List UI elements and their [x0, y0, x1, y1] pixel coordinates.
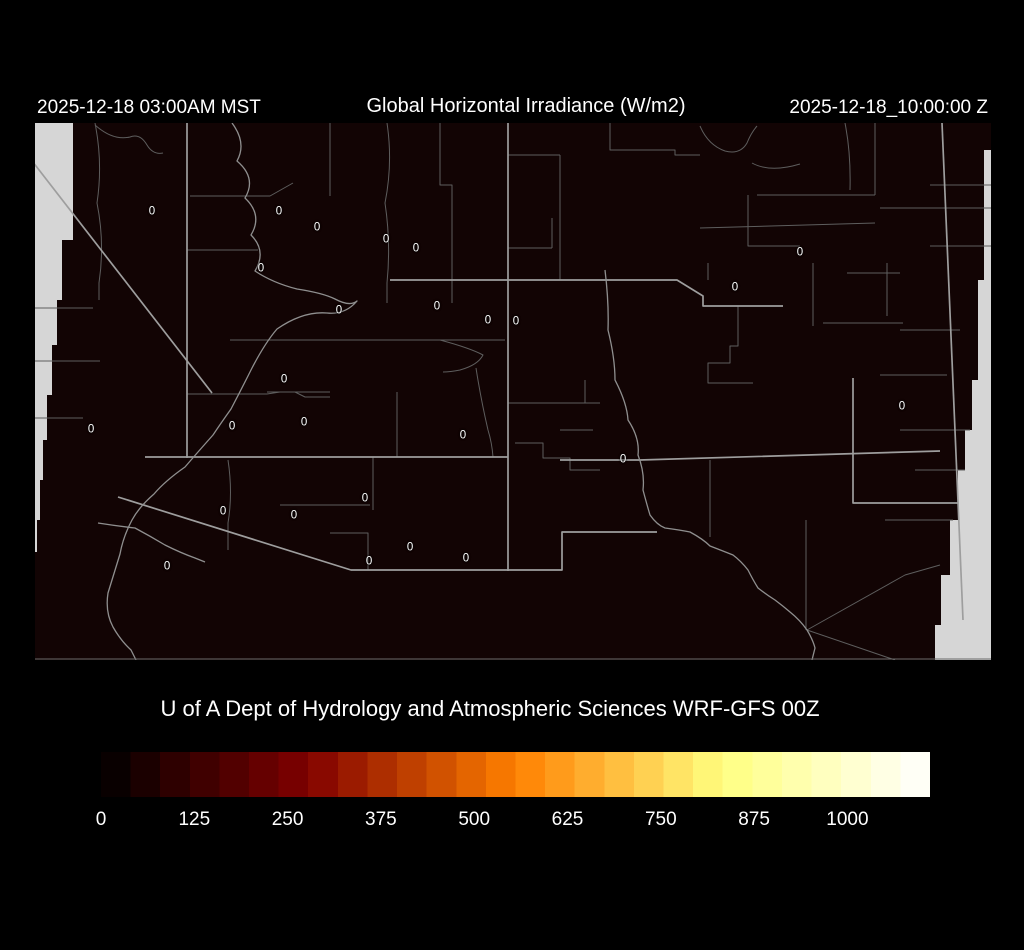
colorbar-tick-label: 500	[458, 809, 491, 830]
station-value-label: 0	[228, 420, 236, 433]
irradiance-colorbar	[101, 752, 930, 797]
river-lines	[97, 123, 816, 660]
station-value-label: 0	[462, 552, 470, 565]
station-value-label: 0	[433, 300, 441, 313]
station-value-label: 0	[898, 400, 906, 413]
colorbar-tick-label: 875	[738, 809, 770, 830]
station-value-label: 0	[512, 315, 520, 328]
state-borders	[35, 123, 964, 621]
station-value-label: 0	[484, 314, 492, 327]
credit-line: U of A Dept of Hydrology and Atmospheric…	[160, 696, 820, 721]
irradiance-map: 0 0 0 0 0 0 0 0 0 0 0 0 0 0 0 0 0 0 0 0 0 0 0 0 0 0	[35, 123, 991, 660]
station-value-label: 0	[406, 541, 414, 554]
station-value-label: 0	[290, 509, 298, 522]
station-value-label: 0	[796, 246, 804, 259]
station-value-label: 0	[731, 281, 739, 294]
station-value-label: 0	[148, 205, 156, 218]
out-of-domain-left	[35, 123, 73, 552]
station-values-layer: 0 0 0 0 0 0 0 0 0 0 0 0 0 0 0 0 0 0 0 0 0 0 0 0 0 0	[35, 123, 991, 660]
colorbar-tick-label: 375	[365, 809, 397, 830]
station-value-label: 0	[257, 262, 265, 275]
colorbar-tick-labels: 0 125 250 375 500 625 750 875 1000	[96, 809, 930, 833]
page-title: Global Horizontal Irradiance (W/m2)	[366, 95, 686, 117]
station-value-label: 0	[280, 373, 288, 386]
colorbar-tick-label: 1000	[826, 809, 869, 830]
station-value-label: 0	[382, 233, 390, 246]
colorbar-tick-label: 125	[178, 809, 211, 830]
colorbar-tick-label: 0	[95, 809, 107, 830]
map-boundaries	[35, 123, 991, 660]
station-value-label: 0	[275, 205, 283, 218]
station-value-label: 0	[459, 429, 467, 442]
local-timestamp: 2025-12-18 03:00AM MST	[37, 97, 261, 118]
county-borders	[35, 123, 991, 660]
station-value-label: 0	[619, 453, 627, 466]
station-value-label: 0	[412, 242, 420, 255]
colorbar-tick-label: 625	[551, 809, 584, 830]
colorbar-tick-label: 750	[644, 809, 677, 830]
colorbar-tick-label: 250	[271, 809, 304, 830]
station-value-label: 0	[300, 416, 308, 429]
station-value-label: 0	[335, 304, 343, 317]
station-value-label: 0	[219, 505, 227, 518]
station-value-label: 0	[361, 492, 369, 505]
station-value-label: 0	[163, 560, 171, 573]
utc-timestamp: 2025-12-18_10:00:00 Z	[789, 97, 988, 118]
station-value-label: 0	[365, 555, 373, 568]
out-of-domain-right	[935, 150, 991, 660]
station-value-label: 0	[313, 221, 321, 234]
station-value-label: 0	[87, 423, 95, 436]
